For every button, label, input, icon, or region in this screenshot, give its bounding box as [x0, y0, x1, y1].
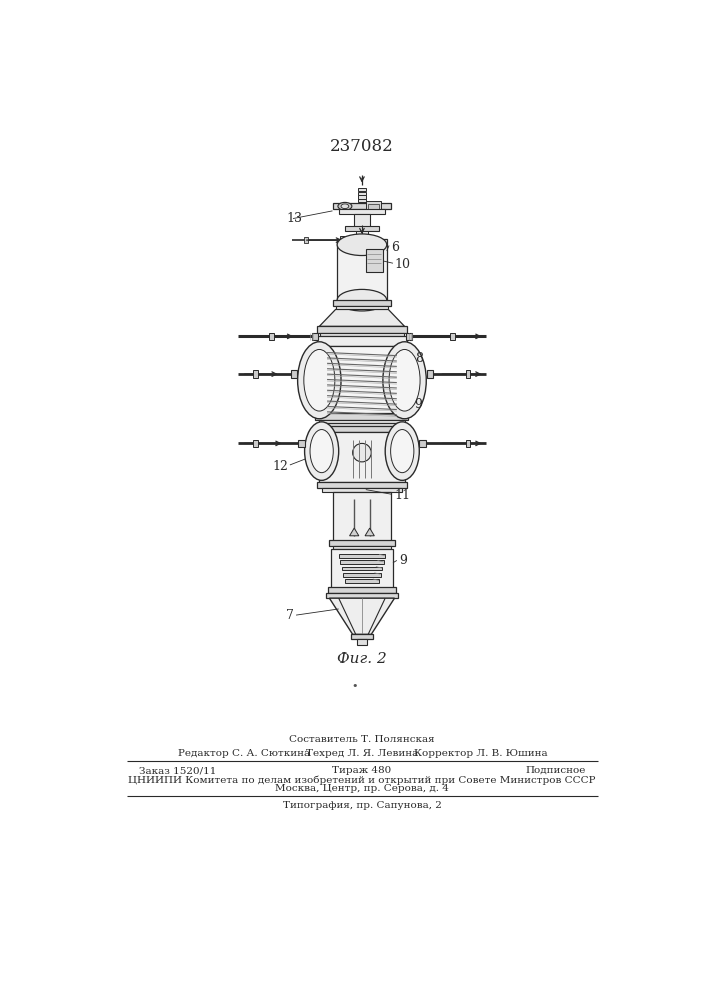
Bar — [315, 413, 409, 420]
Bar — [332, 203, 392, 209]
Ellipse shape — [385, 422, 419, 480]
Bar — [351, 634, 373, 639]
Bar — [358, 195, 366, 199]
Bar — [354, 214, 370, 228]
Bar — [317, 482, 407, 488]
Bar — [366, 249, 383, 272]
Bar — [320, 420, 404, 423]
Bar — [332, 492, 392, 542]
Text: 11: 11 — [395, 489, 411, 502]
Bar — [427, 370, 433, 378]
Polygon shape — [329, 598, 395, 634]
Bar — [315, 426, 409, 432]
Ellipse shape — [337, 289, 387, 311]
Bar — [298, 440, 305, 447]
Ellipse shape — [389, 349, 420, 411]
Text: 9: 9 — [414, 398, 423, 411]
Ellipse shape — [341, 204, 349, 209]
Text: Тираж 480: Тираж 480 — [332, 766, 392, 775]
Text: Техред Л. Я. Левина: Техред Л. Я. Левина — [306, 749, 418, 758]
Text: Типография, пр. Сапунова, 2: Типография, пр. Сапунова, 2 — [283, 801, 441, 810]
Text: 13: 13 — [287, 212, 303, 225]
Bar — [312, 333, 317, 340]
Bar — [368, 204, 379, 209]
Bar — [345, 579, 379, 583]
Bar — [329, 540, 395, 546]
Bar — [317, 336, 407, 346]
Bar — [341, 567, 382, 570]
Text: 9: 9 — [399, 554, 407, 567]
Text: 12: 12 — [272, 460, 288, 473]
Text: 6: 6 — [392, 241, 399, 254]
Bar — [340, 235, 346, 245]
Bar — [450, 333, 455, 340]
Text: Москва, Центр, пр. Серова, д. 4: Москва, Центр, пр. Серова, д. 4 — [275, 784, 449, 793]
Ellipse shape — [337, 234, 387, 256]
Bar — [320, 333, 404, 336]
Bar — [327, 593, 397, 598]
Bar — [253, 440, 258, 447]
Text: 237082: 237082 — [330, 138, 394, 155]
Ellipse shape — [383, 342, 426, 419]
Bar — [320, 423, 404, 430]
Bar — [332, 300, 392, 306]
Bar — [366, 201, 381, 212]
Bar — [358, 192, 366, 195]
Bar — [419, 440, 426, 447]
Bar — [356, 639, 368, 645]
Bar — [304, 237, 308, 243]
Bar — [358, 199, 366, 202]
Bar — [320, 432, 404, 482]
Text: Заказ 1520/11: Заказ 1520/11 — [139, 766, 216, 775]
Ellipse shape — [338, 202, 352, 210]
Text: ЦНИИПИ Комитета по делам изобретений и открытий при Совете Министров СССР: ЦНИИПИ Комитета по делам изобретений и о… — [128, 775, 596, 785]
Bar — [291, 370, 297, 378]
Text: Корректор Л. В. Юшина: Корректор Л. В. Юшина — [414, 749, 547, 758]
Bar — [344, 573, 380, 577]
Bar — [315, 346, 409, 415]
Bar — [466, 370, 470, 378]
Bar — [317, 326, 407, 333]
Polygon shape — [349, 528, 359, 536]
Ellipse shape — [391, 430, 414, 473]
Text: 8: 8 — [414, 352, 423, 365]
Bar — [466, 440, 470, 447]
Bar — [345, 226, 379, 231]
Text: 10: 10 — [395, 258, 411, 271]
Bar — [356, 231, 368, 239]
Text: 7: 7 — [286, 609, 293, 622]
Ellipse shape — [305, 422, 339, 480]
Ellipse shape — [298, 342, 341, 419]
Bar — [406, 333, 412, 340]
Bar — [253, 370, 258, 378]
Text: •: • — [351, 681, 358, 691]
Bar — [322, 488, 402, 492]
Bar — [328, 587, 396, 593]
Bar — [340, 560, 384, 564]
Text: Составитель Т. Полянская: Составитель Т. Полянская — [289, 735, 435, 744]
Bar — [331, 549, 393, 589]
Polygon shape — [365, 528, 374, 536]
Ellipse shape — [353, 443, 371, 462]
Bar — [332, 546, 392, 549]
Bar — [358, 188, 366, 191]
Ellipse shape — [304, 349, 335, 411]
Bar — [339, 209, 385, 214]
Text: Редактор С. А. Сюткина: Редактор С. А. Сюткина — [177, 749, 310, 758]
Bar — [336, 306, 388, 309]
Bar — [269, 333, 274, 340]
Text: Подписное: Подписное — [525, 766, 586, 775]
Bar — [339, 554, 385, 558]
Ellipse shape — [310, 430, 333, 473]
Bar — [337, 239, 387, 300]
Polygon shape — [320, 309, 404, 326]
Text: Фиг. 2: Фиг. 2 — [337, 652, 387, 666]
Bar — [345, 237, 349, 243]
